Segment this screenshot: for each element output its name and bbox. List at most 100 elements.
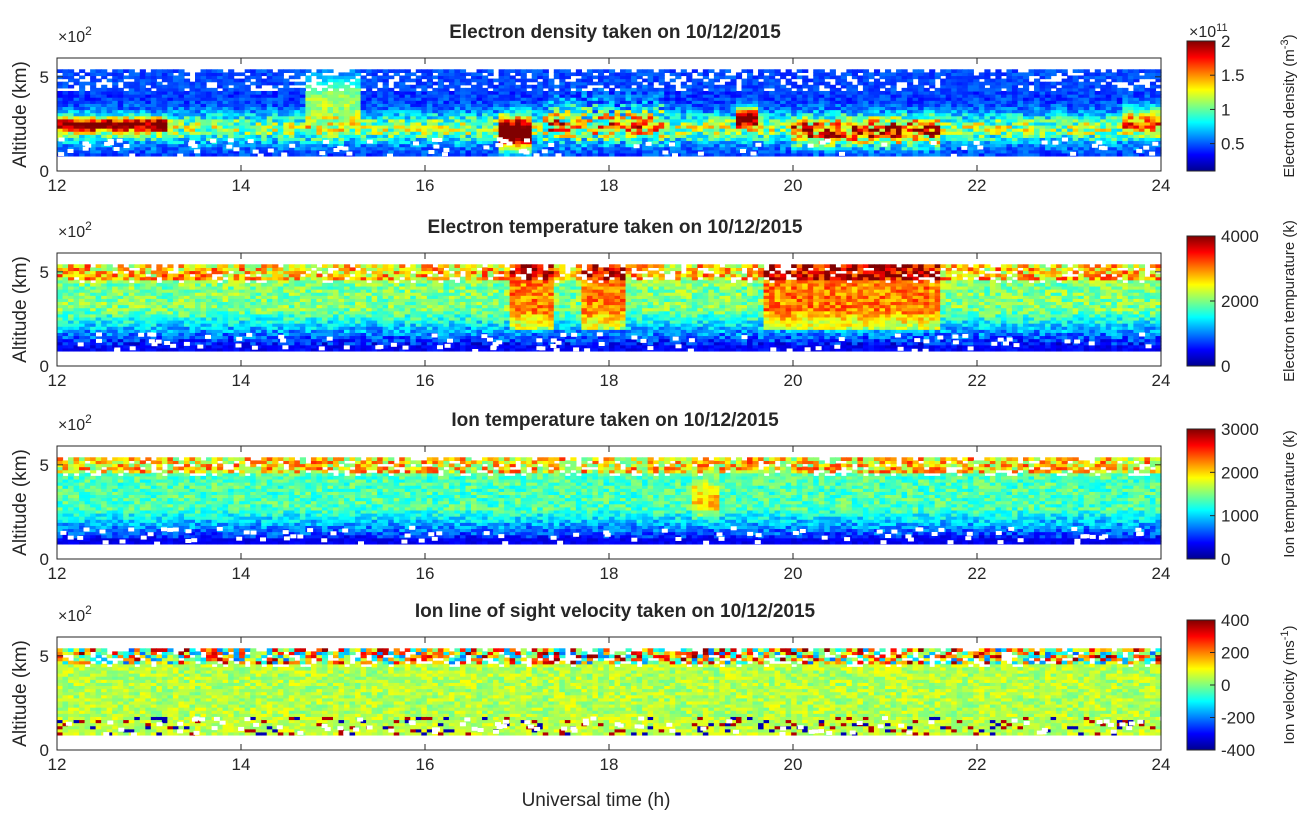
heatmap-cell bbox=[758, 69, 764, 73]
heatmap-cell bbox=[74, 79, 80, 83]
heatmap-cell bbox=[85, 82, 91, 86]
heatmap-cell bbox=[697, 79, 703, 83]
heatmap-cell bbox=[603, 69, 609, 73]
heatmap-cell bbox=[1017, 88, 1023, 92]
heatmap-cell bbox=[1056, 88, 1062, 92]
heatmap-cell bbox=[681, 91, 687, 95]
heatmap-cell bbox=[1029, 69, 1035, 73]
heatmap-cell bbox=[521, 69, 527, 73]
heatmap-cell bbox=[918, 69, 924, 73]
heatmap-cell bbox=[134, 72, 140, 76]
heatmap-cell bbox=[129, 69, 135, 73]
heatmap-cell bbox=[885, 88, 891, 92]
heatmap-cell bbox=[697, 72, 703, 76]
heatmap-cell bbox=[946, 69, 952, 73]
heatmap-cell bbox=[416, 69, 422, 73]
heatmap-cell bbox=[802, 75, 808, 79]
heatmap-cell bbox=[339, 72, 345, 76]
heatmap-cell bbox=[350, 69, 356, 73]
heatmap-cell bbox=[968, 69, 974, 73]
heatmap-cell bbox=[786, 69, 792, 73]
heatmap-cell bbox=[913, 85, 919, 89]
heatmap-cell bbox=[477, 69, 483, 73]
heatmap-cell bbox=[1100, 72, 1106, 76]
heatmap-cell bbox=[388, 69, 394, 73]
heatmap-cell bbox=[758, 82, 764, 86]
heatmap-cell bbox=[1051, 69, 1057, 73]
heatmap-cell bbox=[327, 69, 333, 73]
heatmap-cell bbox=[741, 79, 747, 83]
heatmap-cell bbox=[852, 69, 858, 73]
heatmap-cell bbox=[283, 79, 289, 83]
heatmap-cell bbox=[1084, 69, 1090, 73]
heatmap-cell bbox=[482, 88, 488, 92]
heatmap-cell bbox=[797, 85, 803, 89]
heatmap-cell bbox=[350, 88, 356, 92]
heatmap-cell bbox=[526, 79, 532, 83]
heatmap-cell bbox=[719, 69, 725, 73]
heatmap-cell bbox=[438, 69, 444, 73]
heatmap-cell bbox=[957, 69, 963, 73]
heatmap-cell bbox=[764, 69, 770, 73]
heatmap-cell bbox=[245, 69, 251, 73]
heatmap-cell bbox=[217, 91, 223, 95]
heatmap-cell bbox=[493, 79, 499, 83]
heatmap-cell bbox=[151, 91, 157, 95]
heatmap-cell bbox=[305, 85, 311, 89]
heatmap-cell bbox=[123, 91, 129, 95]
heatmap-cell bbox=[692, 69, 698, 73]
heatmap-cell bbox=[681, 82, 687, 86]
heatmap-cell bbox=[979, 82, 985, 86]
heatmap-cell bbox=[305, 69, 311, 73]
heatmap-cell bbox=[863, 69, 869, 73]
heatmap-cell bbox=[234, 79, 240, 83]
heatmap-cell bbox=[294, 69, 300, 73]
heatmap-cell bbox=[592, 75, 598, 79]
heatmap-cell bbox=[68, 91, 74, 95]
heatmap-cell bbox=[278, 69, 284, 73]
heatmap-cell bbox=[1045, 82, 1051, 86]
heatmap-cell bbox=[74, 72, 80, 76]
heatmap-cell bbox=[90, 69, 96, 73]
heatmap-cell bbox=[537, 69, 543, 73]
heatmap-cell bbox=[686, 85, 692, 89]
heatmap-cell bbox=[565, 69, 571, 73]
heatmap-cell bbox=[427, 91, 433, 95]
heatmap-cell bbox=[74, 91, 80, 95]
heatmap-cell bbox=[841, 91, 847, 95]
heatmap-cell bbox=[973, 75, 979, 79]
heatmap-cell bbox=[879, 82, 885, 86]
heatmap-cell bbox=[366, 69, 372, 73]
heatmap-cell bbox=[107, 79, 113, 83]
heatmap-cell bbox=[383, 69, 389, 73]
heatmap-cell bbox=[592, 88, 598, 92]
heatmap-cell bbox=[272, 72, 278, 76]
heatmap-cell bbox=[361, 75, 367, 79]
heatmap-cell bbox=[57, 75, 63, 79]
heatmap-cell bbox=[1095, 91, 1101, 95]
heatmap-cell bbox=[488, 91, 494, 95]
heatmap-cell bbox=[416, 91, 422, 95]
heatmap-cell bbox=[708, 69, 714, 73]
heatmap-cell bbox=[780, 85, 786, 89]
heatmap-cell bbox=[1051, 91, 1057, 95]
heatmap-cell bbox=[554, 91, 560, 95]
heatmap-cell bbox=[289, 75, 295, 79]
heatmap-cell bbox=[797, 69, 803, 73]
heatmap-cell bbox=[510, 69, 516, 73]
heatmap-cell bbox=[902, 88, 908, 92]
heatmap-cell bbox=[123, 75, 129, 79]
heatmap-cell bbox=[443, 85, 449, 89]
heatmap-cell bbox=[1067, 75, 1073, 79]
heatmap-cell bbox=[294, 88, 300, 92]
heatmap-cell bbox=[63, 91, 69, 95]
heatmap-cell bbox=[609, 69, 615, 73]
heatmap-cell bbox=[372, 69, 378, 73]
heatmap-cell bbox=[780, 72, 786, 76]
heatmap-cell bbox=[576, 69, 582, 73]
heatmap-cell bbox=[830, 69, 836, 73]
heatmap-cell bbox=[327, 75, 333, 79]
heatmap-cell bbox=[85, 72, 91, 76]
heatmap-cell bbox=[990, 72, 996, 76]
heatmap-cell bbox=[361, 91, 367, 95]
